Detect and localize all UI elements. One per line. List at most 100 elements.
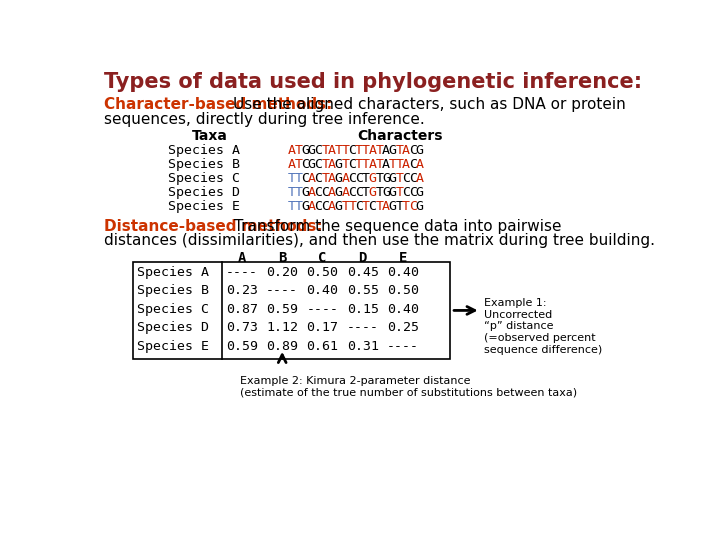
Text: Species A: Species A bbox=[168, 144, 240, 157]
Text: distances (dissimilarities), and then use the matrix during tree building.: distances (dissimilarities), and then us… bbox=[104, 233, 655, 248]
Text: C: C bbox=[409, 186, 417, 199]
Text: G: G bbox=[301, 200, 309, 213]
Text: T: T bbox=[395, 200, 403, 213]
Text: T: T bbox=[375, 186, 383, 199]
Text: C: C bbox=[315, 200, 323, 213]
Text: T: T bbox=[321, 144, 329, 157]
Text: C: C bbox=[315, 172, 323, 185]
Text: Taxa: Taxa bbox=[192, 130, 228, 144]
Text: G: G bbox=[415, 186, 424, 199]
Text: T: T bbox=[395, 186, 403, 199]
Text: T: T bbox=[375, 172, 383, 185]
Text: T: T bbox=[287, 186, 296, 199]
Text: A: A bbox=[341, 186, 350, 199]
Text: 0.31: 0.31 bbox=[347, 340, 379, 353]
Text: 0.20: 0.20 bbox=[266, 266, 298, 279]
Text: Species B: Species B bbox=[138, 284, 210, 297]
Text: C: C bbox=[409, 172, 417, 185]
Text: T: T bbox=[287, 200, 296, 213]
Text: C: C bbox=[348, 172, 356, 185]
Text: A: A bbox=[415, 172, 424, 185]
Text: A: A bbox=[328, 186, 336, 199]
Text: sequences, directly during tree inference.: sequences, directly during tree inferenc… bbox=[104, 112, 425, 127]
Text: T: T bbox=[389, 158, 397, 171]
Text: 0.50: 0.50 bbox=[387, 284, 419, 297]
Text: C: C bbox=[348, 144, 356, 157]
Text: 0.23: 0.23 bbox=[226, 284, 258, 297]
Text: G: G bbox=[335, 186, 343, 199]
Text: Species D: Species D bbox=[168, 186, 240, 199]
Text: Species E: Species E bbox=[138, 340, 210, 353]
Text: C: C bbox=[321, 186, 329, 199]
Text: C: C bbox=[348, 158, 356, 171]
Text: 0.17: 0.17 bbox=[307, 321, 338, 334]
Text: 0.50: 0.50 bbox=[307, 266, 338, 279]
Text: 0.40: 0.40 bbox=[387, 303, 419, 316]
Text: C: C bbox=[315, 186, 323, 199]
Text: A: A bbox=[308, 172, 316, 185]
Text: A: A bbox=[308, 186, 316, 199]
Text: 0.40: 0.40 bbox=[387, 266, 419, 279]
Text: C: C bbox=[402, 186, 410, 199]
Text: T: T bbox=[341, 144, 350, 157]
Text: A: A bbox=[369, 144, 377, 157]
Text: C: C bbox=[355, 172, 363, 185]
Text: G: G bbox=[335, 158, 343, 171]
Text: T: T bbox=[361, 200, 370, 213]
Text: G: G bbox=[369, 172, 377, 185]
Text: Species C: Species C bbox=[138, 303, 210, 316]
Text: Use the aligned characters, such as DNA or protein: Use the aligned characters, such as DNA … bbox=[233, 97, 626, 112]
Text: A: A bbox=[328, 144, 336, 157]
Text: C: C bbox=[409, 158, 417, 171]
Text: Distance-based methods:: Distance-based methods: bbox=[104, 219, 323, 234]
Text: T: T bbox=[321, 158, 329, 171]
Text: Species C: Species C bbox=[168, 172, 240, 185]
Text: T: T bbox=[341, 158, 350, 171]
Text: G: G bbox=[415, 144, 424, 157]
Text: T: T bbox=[287, 172, 296, 185]
Text: A: A bbox=[341, 172, 350, 185]
Text: G: G bbox=[389, 186, 397, 199]
Text: G: G bbox=[382, 186, 390, 199]
Text: 0.73: 0.73 bbox=[226, 321, 258, 334]
Text: C: C bbox=[318, 251, 327, 265]
Text: C: C bbox=[301, 158, 309, 171]
Text: C: C bbox=[301, 172, 309, 185]
Text: 0.45: 0.45 bbox=[347, 266, 379, 279]
Text: Transform the sequence data into pairwise: Transform the sequence data into pairwis… bbox=[234, 219, 562, 234]
Text: 0.15: 0.15 bbox=[347, 303, 379, 316]
Text: T: T bbox=[361, 186, 370, 199]
Text: 0.25: 0.25 bbox=[387, 321, 419, 334]
Text: T: T bbox=[355, 158, 363, 171]
Text: T: T bbox=[341, 200, 350, 213]
Text: 0.40: 0.40 bbox=[307, 284, 338, 297]
Text: T: T bbox=[395, 144, 403, 157]
Text: A: A bbox=[308, 200, 316, 213]
Text: T: T bbox=[361, 158, 370, 171]
Text: Species A: Species A bbox=[138, 266, 210, 279]
Text: G: G bbox=[389, 172, 397, 185]
Text: D: D bbox=[359, 251, 367, 265]
Text: ----: ---- bbox=[307, 303, 338, 316]
Text: 0.59: 0.59 bbox=[266, 303, 298, 316]
Text: T: T bbox=[361, 172, 370, 185]
Text: G: G bbox=[369, 186, 377, 199]
Text: C: C bbox=[409, 200, 417, 213]
Text: T: T bbox=[348, 200, 356, 213]
Text: A: A bbox=[382, 200, 390, 213]
Text: C: C bbox=[315, 144, 323, 157]
Text: C: C bbox=[355, 200, 363, 213]
Text: Character-based methods:: Character-based methods: bbox=[104, 97, 333, 112]
Text: T: T bbox=[335, 144, 343, 157]
Text: T: T bbox=[395, 158, 403, 171]
Text: A: A bbox=[238, 251, 246, 265]
Text: A: A bbox=[287, 144, 296, 157]
Text: C: C bbox=[355, 186, 363, 199]
Text: Example 2: Kimura 2-parameter distance
(estimate of the true number of substitut: Example 2: Kimura 2-parameter distance (… bbox=[240, 376, 577, 397]
Text: T: T bbox=[375, 144, 383, 157]
Text: G: G bbox=[335, 200, 343, 213]
Text: A: A bbox=[328, 158, 336, 171]
Text: T: T bbox=[375, 200, 383, 213]
Text: T: T bbox=[321, 172, 329, 185]
Text: A: A bbox=[402, 144, 410, 157]
